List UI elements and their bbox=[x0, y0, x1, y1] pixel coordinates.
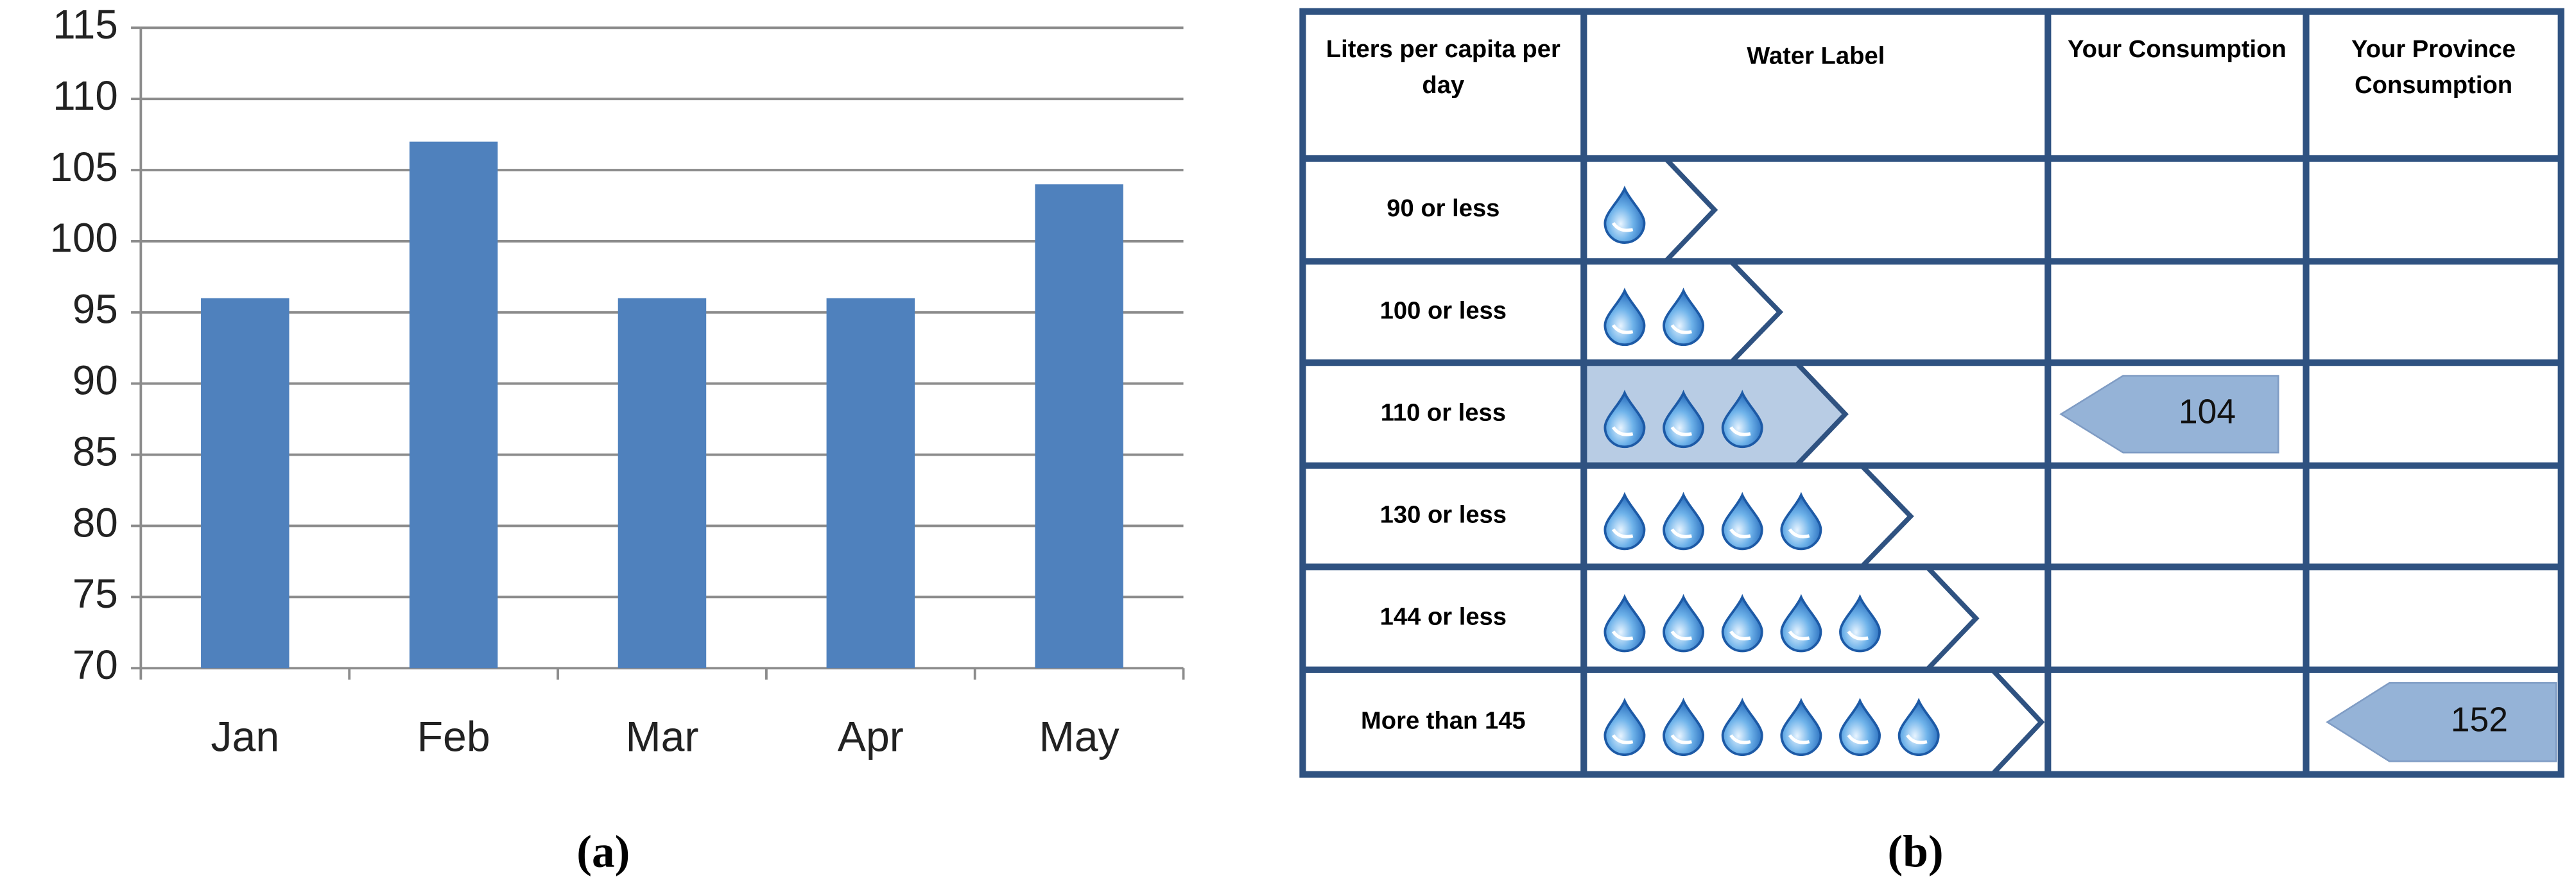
header-cell: Water Label bbox=[1747, 42, 1885, 71]
value-label: 104 bbox=[2179, 393, 2236, 431]
water-drop bbox=[1721, 390, 1763, 449]
drop-shine bbox=[1611, 221, 1634, 232]
water-drop bbox=[1663, 287, 1705, 346]
water-drop bbox=[1604, 492, 1646, 551]
water-drop bbox=[1721, 698, 1763, 756]
row-label: 110 or less bbox=[1381, 399, 1506, 426]
drop-shine bbox=[1847, 630, 1869, 640]
header-cell: Your Province Consumption bbox=[2351, 36, 2516, 100]
drop-shine bbox=[1670, 426, 1692, 436]
y-tick-label: 95 bbox=[73, 287, 118, 332]
bar bbox=[409, 141, 498, 669]
bar bbox=[201, 298, 290, 669]
y-tick-label: 115 bbox=[53, 2, 117, 47]
y-tick-label: 75 bbox=[73, 571, 118, 617]
table-border bbox=[1299, 8, 2564, 778]
drop-shine bbox=[1729, 734, 1751, 744]
bar bbox=[826, 298, 915, 669]
bar bbox=[1035, 184, 1123, 669]
row-label: 100 or less bbox=[1380, 296, 1507, 324]
water-drop bbox=[1839, 594, 1881, 653]
x-tick-label: May bbox=[1039, 714, 1119, 761]
water-drop bbox=[1780, 492, 1822, 551]
water-drop bbox=[1604, 287, 1646, 346]
label-arrow-fill bbox=[1584, 363, 1846, 466]
x-tick-label: Mar bbox=[625, 714, 698, 761]
drop-shine bbox=[1670, 630, 1692, 640]
water-drop bbox=[1839, 698, 1881, 756]
value-arrow bbox=[2326, 682, 2557, 762]
water-drop bbox=[1663, 390, 1705, 449]
label-arrow bbox=[1794, 361, 1849, 468]
header-cell: Liters per capita per day bbox=[1326, 36, 1560, 100]
water-drop bbox=[1897, 698, 1940, 756]
water-drop bbox=[1780, 594, 1822, 653]
water-drop bbox=[1721, 594, 1763, 653]
drop-shine bbox=[1611, 630, 1634, 640]
x-tick-label: Feb bbox=[417, 714, 490, 761]
drop-shine bbox=[1788, 528, 1810, 538]
row-label: 144 or less bbox=[1380, 603, 1507, 631]
bar bbox=[618, 298, 707, 669]
x-tick-label: Jan bbox=[211, 714, 279, 761]
y-tick-label: 90 bbox=[73, 358, 118, 404]
drop-shine bbox=[1729, 630, 1751, 640]
drop-shine bbox=[1611, 426, 1634, 436]
label-arrow bbox=[1860, 463, 1914, 569]
header-text: Liters per capita per day bbox=[1326, 36, 1560, 100]
drop-shine bbox=[1611, 528, 1634, 538]
drop-shine bbox=[1788, 630, 1810, 640]
y-tick-label: 70 bbox=[73, 642, 118, 688]
drop-shine bbox=[1729, 528, 1751, 538]
label-arrow bbox=[1663, 157, 1718, 263]
caption: (b) bbox=[1888, 826, 1944, 877]
label-arrow bbox=[1990, 668, 2045, 776]
drop-shine bbox=[1788, 734, 1810, 744]
caption: (a) bbox=[576, 826, 630, 877]
header-text: Water Label bbox=[1747, 42, 1885, 71]
drop-shine bbox=[1906, 734, 1928, 744]
water-drop bbox=[1604, 185, 1646, 244]
drop-shine bbox=[1670, 734, 1692, 744]
y-tick-label: 85 bbox=[73, 429, 118, 474]
drop-shine bbox=[1729, 426, 1751, 436]
y-tick-label: 80 bbox=[73, 500, 118, 545]
water-drop bbox=[1663, 492, 1705, 551]
water-drop bbox=[1721, 492, 1763, 551]
water-drop bbox=[1780, 698, 1822, 756]
y-tick-label: 105 bbox=[50, 144, 118, 190]
y-tick-label: 100 bbox=[50, 216, 118, 261]
header-cell: Your Consumption bbox=[2067, 36, 2286, 64]
drop-shine bbox=[1611, 734, 1634, 744]
drop-shine bbox=[1611, 324, 1634, 334]
water-drop bbox=[1604, 698, 1646, 756]
value-label: 152 bbox=[2451, 701, 2508, 739]
row-label: More than 145 bbox=[1361, 707, 1526, 734]
header-text: Your Consumption bbox=[2067, 36, 2286, 64]
value-arrow bbox=[2059, 375, 2279, 454]
row-label: 90 or less bbox=[1387, 194, 1500, 222]
water-drop bbox=[1663, 594, 1705, 653]
header-text: Your Province Consumption bbox=[2351, 36, 2516, 100]
label-arrow bbox=[1925, 565, 1980, 672]
x-tick-label: Apr bbox=[838, 714, 904, 761]
y-tick-label: 110 bbox=[53, 73, 117, 119]
water-drop bbox=[1604, 594, 1646, 653]
label-arrow bbox=[1729, 259, 1784, 365]
water-drop bbox=[1663, 698, 1705, 756]
drop-shine bbox=[1847, 734, 1869, 744]
row-label: 130 or less bbox=[1380, 501, 1507, 529]
drop-shine bbox=[1670, 324, 1692, 334]
water-drop bbox=[1604, 390, 1646, 449]
drop-shine bbox=[1670, 528, 1692, 538]
